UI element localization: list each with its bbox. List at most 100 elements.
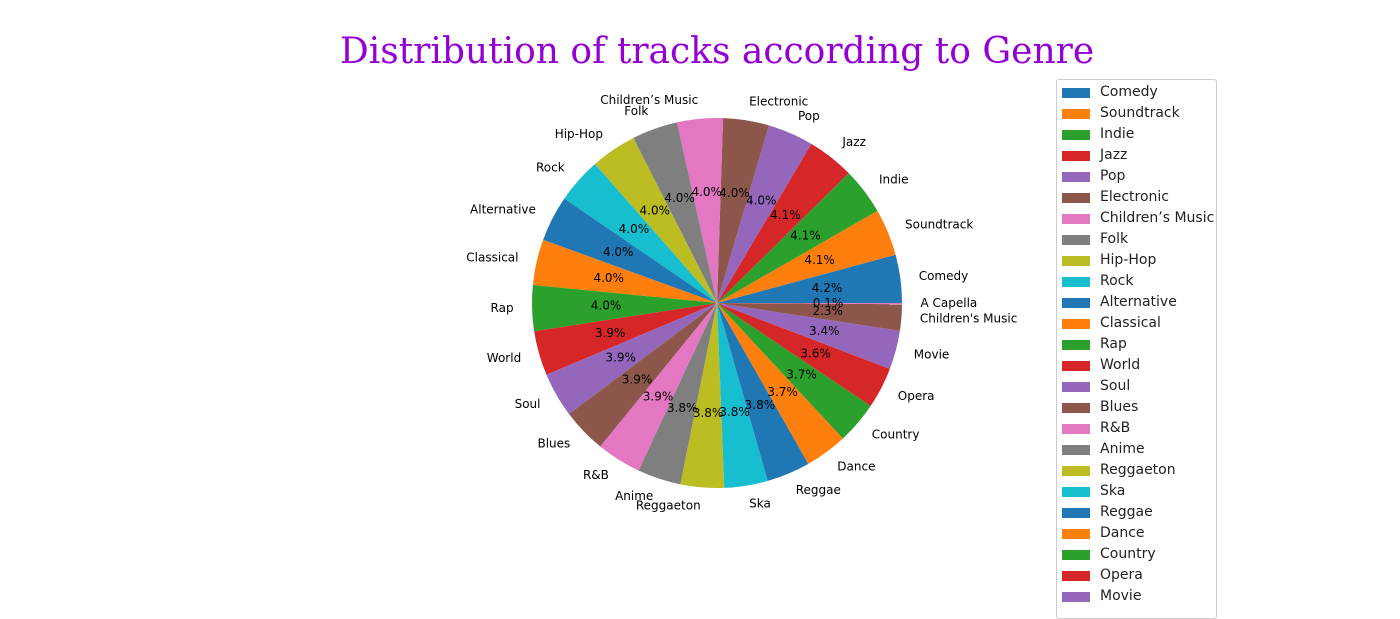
legend-item: Classical — [1057, 313, 1216, 334]
legend-swatch — [1062, 193, 1090, 203]
slice-label-22: Country — [872, 428, 920, 442]
pie-slice-8 — [594, 137, 717, 303]
pie-slice-6 — [676, 117, 724, 304]
legend-label: Anime — [1100, 441, 1145, 457]
pie-slice-4 — [717, 125, 812, 303]
slice-percent-12: 4.0% — [591, 299, 622, 313]
pie-slice-17 — [638, 303, 717, 485]
pie-slices — [531, 117, 903, 489]
pie-slice-12 — [531, 285, 717, 332]
legend-swatch — [1062, 445, 1090, 455]
legend-label: Ska — [1100, 483, 1126, 499]
slice-percent-7: 4.0% — [664, 191, 695, 205]
legend-label: Dance — [1100, 525, 1145, 541]
pie-slice-20 — [717, 303, 809, 481]
legend-swatch — [1062, 508, 1090, 518]
legend-item: Hip-Hop — [1057, 250, 1216, 271]
legend-swatch — [1062, 256, 1090, 266]
slice-label-9: Rock — [536, 161, 565, 175]
slice-percent-14: 3.9% — [605, 351, 636, 365]
pie-slice-3 — [717, 143, 849, 303]
legend-item: Alternative — [1057, 292, 1216, 313]
slice-label-20: Reggae — [796, 483, 841, 497]
slice-label-4: Pop — [798, 109, 820, 123]
legend-swatch — [1062, 466, 1090, 476]
slice-percent-18: 3.8% — [693, 406, 724, 420]
legend-label: Folk — [1100, 231, 1129, 247]
slice-label-26: A Capella — [921, 296, 978, 310]
legend-label: Soundtrack — [1100, 105, 1180, 121]
legend-label: Pop — [1100, 168, 1126, 184]
pie-slice-16 — [600, 303, 717, 471]
legend-item: Electronic — [1057, 187, 1216, 208]
legend-swatch — [1062, 424, 1090, 434]
slice-percent-15: 3.9% — [622, 372, 653, 386]
legend-item: R&B — [1057, 418, 1216, 439]
legend-item: Soul — [1057, 376, 1216, 397]
pie-slice-11 — [532, 239, 717, 303]
slice-percent-17: 3.8% — [667, 401, 698, 415]
slice-percent-24: 3.4% — [809, 324, 840, 338]
legend-item: Comedy — [1057, 82, 1216, 103]
slice-label-11: Classical — [466, 251, 518, 265]
legend-swatch — [1062, 319, 1090, 329]
pie-slice-13 — [534, 303, 717, 375]
slice-label-2: Indie — [879, 172, 908, 186]
slice-label-15: Blues — [537, 437, 570, 451]
slice-percent-3: 4.1% — [770, 208, 801, 222]
slice-percent-0: 4.2% — [812, 281, 843, 295]
legend-item: Opera — [1057, 565, 1216, 586]
slice-label-13: World — [487, 351, 521, 365]
slice-percent-26: 0.1% — [813, 296, 844, 310]
pie-slice-2 — [717, 173, 878, 303]
legend-label: World — [1100, 357, 1141, 373]
legend-label: Reggae — [1100, 504, 1153, 520]
slice-percent-2: 4.1% — [790, 228, 821, 242]
chart-title: Distribution of tracks according to Genr… — [339, 31, 1095, 72]
slice-label-14: Soul — [515, 397, 541, 411]
slice-label-19: Ska — [749, 496, 771, 510]
legend-item: Children’s Music — [1057, 208, 1216, 229]
legend-swatch — [1062, 529, 1090, 539]
legend-swatch — [1062, 298, 1090, 308]
slice-percent-8: 4.0% — [640, 204, 671, 218]
legend-label: Electronic — [1100, 189, 1170, 205]
slice-label-5: Electronic — [749, 95, 808, 109]
slice-percent-6: 4.0% — [691, 185, 722, 199]
slice-percent-23: 3.6% — [800, 347, 831, 361]
pie-slice-9 — [564, 163, 717, 303]
legend-item: Anime — [1057, 439, 1216, 460]
legend-label: Indie — [1100, 126, 1135, 142]
legend-swatch — [1062, 235, 1090, 245]
legend-swatch — [1062, 382, 1090, 392]
legend-label: Blues — [1100, 399, 1139, 415]
slice-label-24: Movie — [914, 347, 950, 361]
legend-item: Pop — [1057, 166, 1216, 187]
slice-percent-22: 3.7% — [786, 368, 817, 382]
legend-item: Folk — [1057, 229, 1216, 250]
slice-percent-1: 4.1% — [804, 253, 835, 267]
pie-slice-14 — [546, 303, 717, 414]
slice-percent-20: 3.8% — [745, 398, 776, 412]
legend-item: Movie — [1057, 586, 1216, 607]
pie-slice-7 — [633, 122, 717, 303]
slice-label-8: Hip-Hop — [555, 127, 603, 141]
pie-slice-21 — [717, 303, 843, 464]
slice-label-17: Anime — [615, 489, 653, 503]
legend-label: Jazz — [1100, 147, 1128, 163]
legend-swatch — [1062, 550, 1090, 560]
legend-label: Classical — [1100, 315, 1161, 331]
legend-label: Reggaeton — [1100, 462, 1176, 478]
legend-swatch — [1062, 277, 1090, 287]
legend-item: Rock — [1057, 271, 1216, 292]
pie-slice-19 — [717, 303, 768, 488]
legend-label: Children’s Music — [1100, 210, 1215, 226]
slice-label-1: Soundtrack — [905, 218, 973, 232]
legend-label: R&B — [1100, 420, 1131, 436]
pie-slice-23 — [717, 303, 890, 406]
slice-label-0: Comedy — [919, 269, 969, 283]
pie-slice-10 — [543, 198, 717, 303]
legend-item: Reggaeton — [1057, 460, 1216, 481]
pie-slice-5 — [717, 118, 769, 303]
legend-label: Alternative — [1100, 294, 1177, 310]
